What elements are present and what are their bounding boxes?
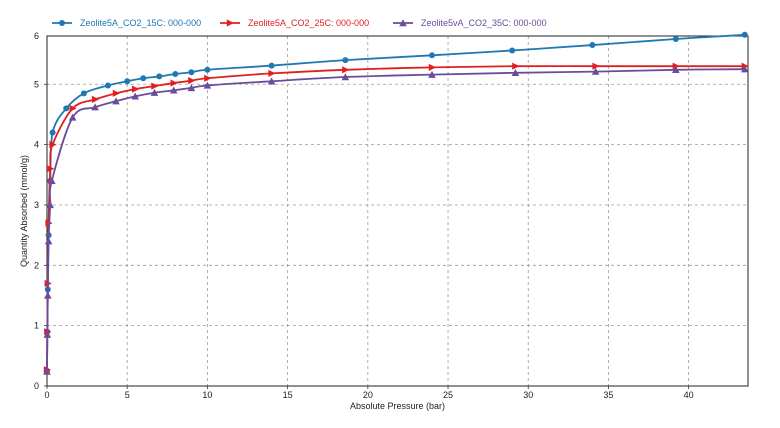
legend-label: Zeolite5A_CO2_25C: 000-000 xyxy=(248,18,369,28)
x-axis: 0 5 10 15 20 25 30 35 40 xyxy=(44,386,694,400)
x-tick-label: 15 xyxy=(283,390,293,400)
data-point xyxy=(188,69,195,76)
data-point xyxy=(48,177,56,185)
data-point xyxy=(188,77,196,85)
y-axis-title: Quantity Absorbed (mmol/g) xyxy=(19,155,29,267)
data-point xyxy=(592,62,600,70)
data-point xyxy=(150,88,159,96)
legend-marker xyxy=(399,19,407,27)
data-point xyxy=(512,62,520,70)
y-axis: 0 1 2 3 4 5 6 xyxy=(34,31,47,391)
data-point xyxy=(268,69,276,78)
legend-label: Zeolite5A_CO2_15C: 000-000 xyxy=(80,18,201,28)
data-point xyxy=(268,62,275,69)
series-2 xyxy=(43,62,749,374)
x-tick-label: 0 xyxy=(44,390,49,400)
data-point xyxy=(112,97,120,105)
data-point xyxy=(49,141,57,149)
y-tick-label: 3 xyxy=(34,200,39,210)
data-point xyxy=(91,95,100,103)
y-tick-label: 0 xyxy=(34,381,39,391)
data-point xyxy=(203,81,212,89)
data-point xyxy=(140,75,147,82)
data-point xyxy=(204,74,212,82)
y-tick-label-top: 6 xyxy=(34,31,39,41)
data-point xyxy=(342,66,350,74)
data-point xyxy=(104,82,111,89)
y-tick-label: 5 xyxy=(34,79,39,89)
legend-entry-1: Zeolite5A_CO2_15C: 000-000 xyxy=(52,18,201,28)
data-point xyxy=(342,57,349,64)
data-point xyxy=(46,201,55,209)
data-point xyxy=(151,82,159,90)
data-point xyxy=(132,85,140,93)
data-point xyxy=(267,77,276,85)
x-axis-title: Absolute Pressure (bar) xyxy=(350,401,445,411)
data-point xyxy=(187,84,196,92)
grid xyxy=(47,36,748,386)
data-point xyxy=(428,70,436,78)
data-point xyxy=(589,42,596,49)
data-point xyxy=(47,165,55,173)
data-point xyxy=(44,237,53,245)
legend-marker xyxy=(59,20,65,26)
x-tick-label: 35 xyxy=(603,390,613,400)
data-point xyxy=(80,90,87,97)
data-point xyxy=(591,67,600,75)
data-point xyxy=(131,92,140,100)
y-tick-label: 1 xyxy=(34,321,39,331)
data-point xyxy=(68,113,77,121)
series-layer xyxy=(43,31,749,375)
data-point xyxy=(172,71,179,78)
y-tick-label: 2 xyxy=(34,260,39,270)
data-point xyxy=(112,89,120,97)
data-point xyxy=(204,66,211,73)
data-point xyxy=(63,105,70,112)
series-1 xyxy=(44,31,748,374)
plot-frame xyxy=(46,35,749,387)
data-point xyxy=(44,291,52,299)
x-tick-label: 10 xyxy=(202,390,212,400)
data-point xyxy=(740,65,749,73)
legend: Zeolite5A_CO2_15C: 000-000 Zeolite5A_CO2_… xyxy=(52,18,547,28)
data-point xyxy=(169,86,178,94)
data-point xyxy=(91,103,99,111)
series-3 xyxy=(43,65,749,375)
legend-marker xyxy=(226,19,234,27)
data-point xyxy=(341,73,350,81)
series-line xyxy=(46,65,745,370)
data-point xyxy=(170,79,178,87)
legend-entry-2: Zeolite5A_CO2_25C: 000-000 xyxy=(220,18,369,28)
x-tick-label: 5 xyxy=(125,390,130,400)
x-tick-label: 20 xyxy=(363,390,373,400)
data-point xyxy=(49,129,56,136)
data-point xyxy=(156,73,163,80)
data-point xyxy=(43,330,52,338)
data-point xyxy=(428,63,436,71)
data-point xyxy=(741,31,748,38)
legend-entry-3: Zeolite5vA_CO2_35C: 000-000 xyxy=(393,18,547,28)
data-point xyxy=(69,104,77,113)
y-tick-label: 4 xyxy=(34,140,39,150)
data-point xyxy=(511,69,520,77)
data-point xyxy=(672,62,680,70)
data-point xyxy=(43,367,51,375)
data-point xyxy=(428,52,435,59)
x-tick-label: 30 xyxy=(523,390,533,400)
data-point xyxy=(124,78,131,85)
x-tick-label: 40 xyxy=(684,390,694,400)
data-point xyxy=(672,36,679,43)
data-point xyxy=(672,65,680,73)
series-line xyxy=(46,68,745,372)
legend-label: Zeolite5vA_CO2_35C: 000-000 xyxy=(421,18,547,28)
x-tick-label: 25 xyxy=(443,390,453,400)
plot-border xyxy=(46,35,749,387)
data-point xyxy=(509,47,516,54)
